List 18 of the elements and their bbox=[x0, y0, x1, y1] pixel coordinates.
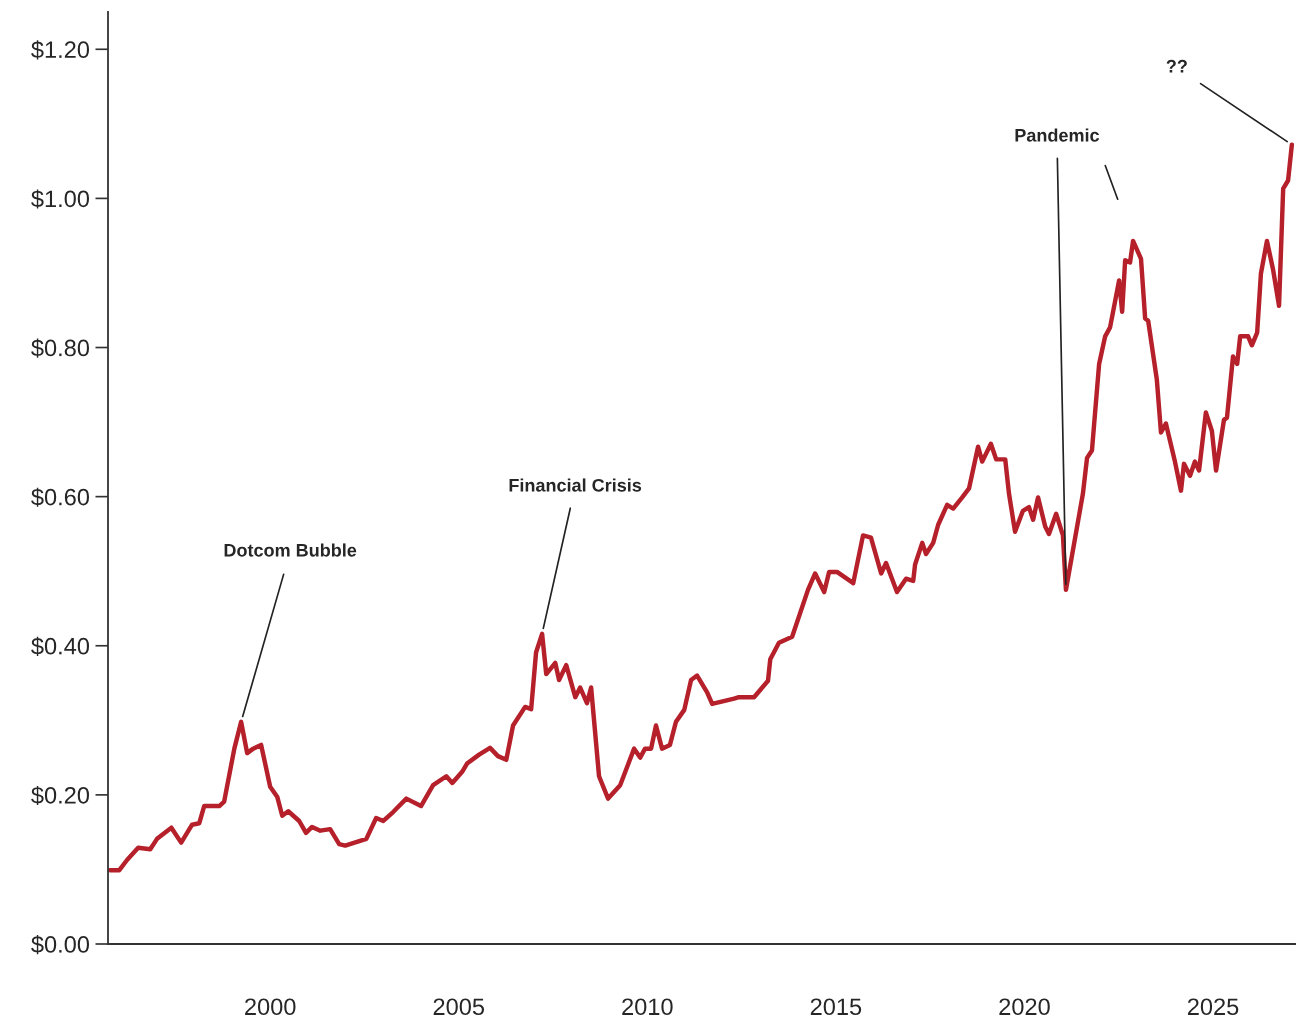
y-tick-label: $0.20 bbox=[31, 785, 90, 806]
x-tick-label: 2015 bbox=[810, 998, 862, 1016]
y-tick-label: $0.00 bbox=[31, 935, 90, 955]
y-tick-label: $1.20 bbox=[31, 40, 90, 60]
y-tick-label: $0.80 bbox=[31, 338, 90, 358]
annotation: Dotcom Bubble bbox=[224, 543, 357, 557]
y-tick-label: $1.00 bbox=[31, 189, 90, 209]
annotation: ?? bbox=[1166, 59, 1187, 73]
annotation: Financial Crisis bbox=[509, 478, 642, 492]
x-tick-label: 2005 bbox=[433, 998, 485, 1016]
x-tick-label: 2025 bbox=[1187, 998, 1239, 1016]
x-tick-label: 2020 bbox=[999, 998, 1050, 1016]
x-tick-label: 2000 bbox=[245, 998, 296, 1016]
y-tick-label: $0.60 bbox=[31, 487, 90, 507]
y-tick-label: $0.40 bbox=[31, 636, 90, 656]
annotation: Pandemic bbox=[1015, 128, 1100, 142]
line-series bbox=[108, 142, 1295, 873]
x-tick-label: 2010 bbox=[622, 998, 673, 1016]
